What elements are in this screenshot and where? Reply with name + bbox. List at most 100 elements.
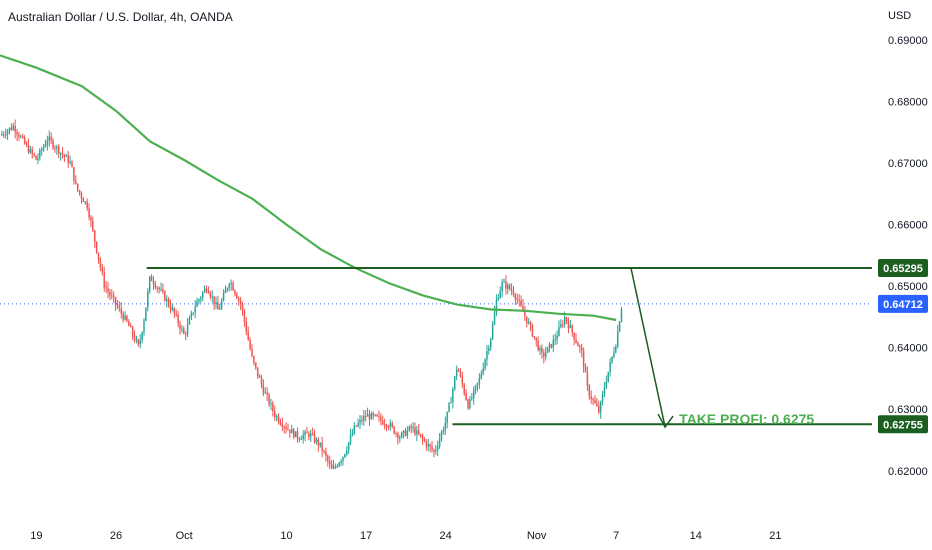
- candle-body: [412, 427, 414, 429]
- candle-body: [529, 322, 532, 325]
- candle-body: [397, 433, 399, 439]
- candle-body: [143, 320, 145, 333]
- candle-body: [452, 388, 454, 403]
- candle-body: [310, 433, 312, 437]
- candle-body: [431, 446, 433, 450]
- y-tick-label: 0.67000: [888, 158, 928, 170]
- candle-body: [408, 426, 411, 431]
- candle-body: [376, 414, 378, 417]
- candle-body: [613, 352, 615, 357]
- candle-body: [366, 414, 369, 417]
- candle-body: [105, 287, 107, 289]
- candle-body: [393, 426, 395, 434]
- candle-body: [42, 146, 45, 150]
- candle-body: [54, 147, 56, 149]
- candle-body: [10, 127, 13, 130]
- candle-body: [448, 403, 450, 412]
- price-axis-box: [878, 259, 928, 277]
- candle-body: [474, 385, 477, 390]
- candle-body: [387, 427, 390, 429]
- candle-body: [520, 300, 522, 306]
- candle-body: [404, 430, 407, 436]
- candle-body: [402, 430, 405, 433]
- candle-body: [63, 154, 66, 157]
- candle-body: [467, 399, 469, 409]
- candle-body: [425, 441, 428, 447]
- x-tick-label: 24: [440, 530, 452, 542]
- candle-body: [97, 252, 100, 260]
- candle-body: [141, 332, 143, 341]
- candle-body: [27, 144, 30, 153]
- candle-body: [380, 416, 382, 421]
- candle-body: [128, 321, 130, 327]
- candle-body: [93, 230, 96, 242]
- candle-body: [3, 134, 5, 136]
- candle-body: [152, 281, 155, 285]
- candle-body: [215, 302, 217, 305]
- candle-body: [465, 393, 467, 400]
- candle-body: [503, 281, 505, 283]
- candle-body: [560, 324, 562, 327]
- candle-body: [217, 302, 219, 310]
- candle-body: [120, 308, 123, 314]
- candle-body: [211, 296, 213, 298]
- candle-body: [224, 289, 227, 294]
- candle-body: [162, 288, 164, 292]
- candle-body: [48, 136, 51, 141]
- candle-body: [510, 289, 513, 292]
- candle-body: [76, 183, 79, 191]
- price-axis-label: 0.64712: [883, 299, 923, 311]
- candle-body: [450, 402, 452, 404]
- candle-body: [44, 144, 47, 147]
- candle-body: [544, 352, 547, 357]
- candle-body: [46, 140, 49, 145]
- candle-body: [385, 425, 388, 428]
- candle-body: [272, 403, 274, 412]
- candle-body: [469, 399, 471, 409]
- price-axis-box: [878, 415, 928, 434]
- x-axis: 19 26 Oct 10 17 24 Nov 7 14 21: [30, 530, 781, 542]
- candle-body: [268, 394, 270, 405]
- candle-body: [414, 427, 416, 435]
- candle-body: [109, 291, 111, 296]
- candle-body: [304, 431, 306, 436]
- candle-body: [245, 321, 248, 333]
- candle-body: [65, 155, 68, 157]
- candle-body: [78, 190, 81, 194]
- candle-body: [478, 378, 481, 383]
- candle-body: [508, 284, 511, 290]
- currency-label: USD: [888, 10, 912, 22]
- candle-body: [357, 422, 359, 427]
- candle-body: [122, 313, 124, 320]
- candle-body: [129, 326, 132, 328]
- candle-body: [241, 304, 244, 311]
- candle-body: [573, 332, 575, 340]
- candle-body: [459, 371, 462, 377]
- candles-layer: [1, 119, 623, 470]
- y-tick-label: 0.66000: [888, 220, 928, 232]
- candle-body: [315, 439, 318, 442]
- candle-body: [281, 424, 284, 427]
- candle-body: [599, 401, 602, 413]
- candle-body: [31, 148, 33, 154]
- candle-body: [175, 313, 177, 315]
- candle-body: [239, 300, 242, 305]
- candle-body: [306, 431, 308, 434]
- candle-body: [179, 323, 181, 330]
- candle-body: [558, 326, 560, 336]
- candle-body: [368, 414, 371, 420]
- candle-body: [40, 149, 43, 151]
- candle-body: [25, 143, 28, 145]
- candle-body: [274, 411, 276, 418]
- x-tick-label: 19: [30, 530, 42, 542]
- candle-body: [588, 385, 591, 397]
- candle-body: [580, 347, 583, 351]
- candle-body: [201, 292, 204, 298]
- candle-body: [82, 198, 85, 203]
- candle-body: [372, 413, 375, 416]
- candle-body: [480, 373, 483, 379]
- candle-body: [505, 281, 507, 289]
- candle-body: [471, 398, 473, 400]
